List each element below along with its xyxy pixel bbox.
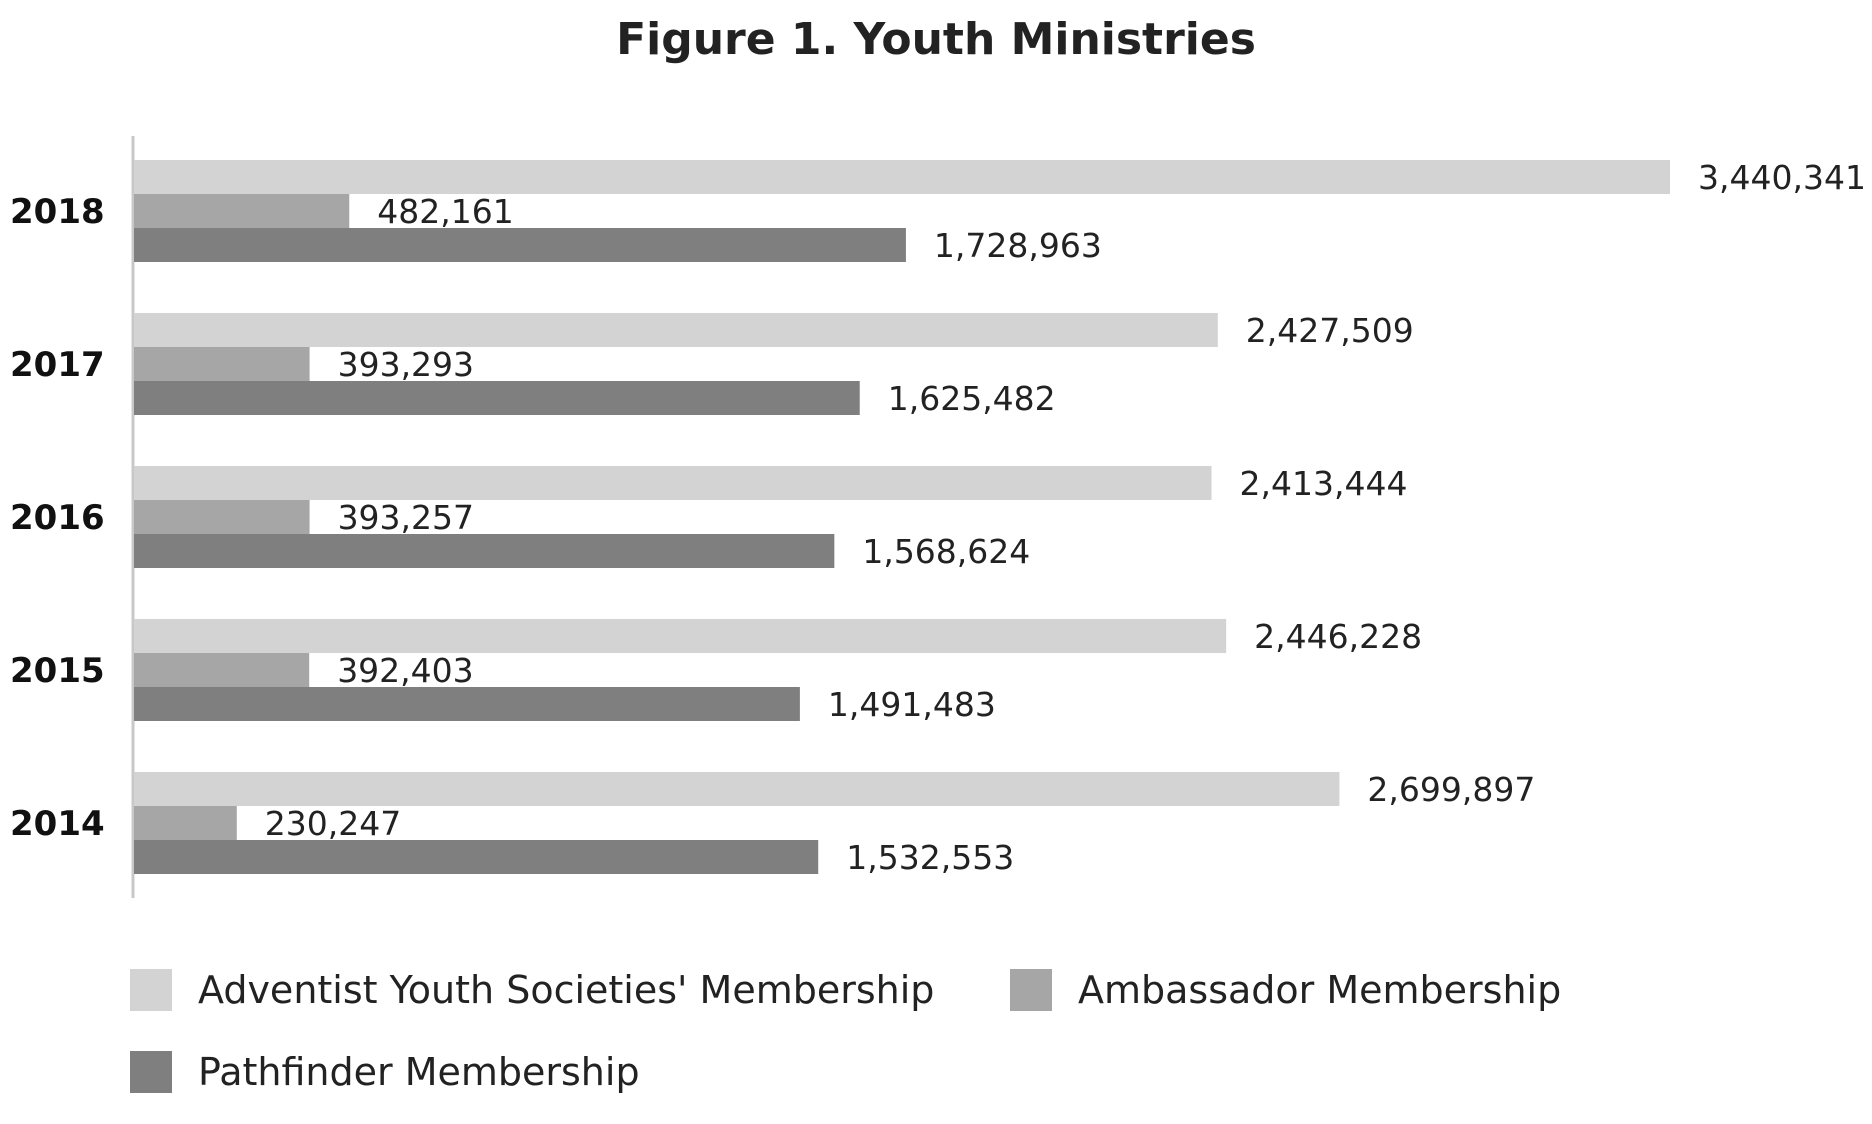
value-label-ays-2016: 2,413,444 <box>1240 464 1408 503</box>
value-label-ambassador-2014: 230,247 <box>265 804 401 843</box>
category-label-2017: 2017 <box>10 345 105 385</box>
category-label-2018: 2018 <box>10 192 105 232</box>
bar-ambassador-2014 <box>134 806 237 840</box>
legend-swatch-ays <box>130 969 172 1011</box>
bar-ambassador-2017 <box>134 347 310 381</box>
bar-ays-2014 <box>134 772 1340 806</box>
legend-label-ambassador: Ambassador Membership <box>1078 968 1562 1012</box>
value-label-ambassador-2018: 482,161 <box>377 192 513 231</box>
legend-label-pathfinder: Pathfinder Membership <box>198 1050 640 1094</box>
bar-pathfinder-2014 <box>134 840 819 874</box>
bar-ambassador-2018 <box>134 194 350 228</box>
chart-title: Figure 1. Youth Ministries <box>616 14 1256 65</box>
bar-ays-2015 <box>134 619 1227 653</box>
value-label-pathfinder-2017: 1,625,482 <box>888 379 1056 418</box>
value-label-ambassador-2017: 393,293 <box>338 345 474 384</box>
value-label-ays-2017: 2,427,509 <box>1246 311 1414 350</box>
bar-pathfinder-2018 <box>134 228 906 262</box>
value-label-ays-2015: 2,446,228 <box>1254 617 1422 656</box>
bar-pathfinder-2016 <box>134 534 835 568</box>
bar-ambassador-2015 <box>134 653 310 687</box>
bar-ays-2018 <box>134 160 1670 194</box>
bar-pathfinder-2017 <box>134 381 860 415</box>
value-label-ambassador-2016: 393,257 <box>338 498 474 537</box>
category-label-2016: 2016 <box>10 498 105 538</box>
value-label-pathfinder-2014: 1,532,553 <box>846 838 1014 877</box>
bar-ays-2016 <box>134 466 1212 500</box>
legend-swatch-pathfinder <box>130 1051 172 1093</box>
category-label-2014: 2014 <box>10 804 105 844</box>
legend-swatch-ambassador <box>1010 969 1052 1011</box>
value-label-ays-2014: 2,699,897 <box>1367 770 1535 809</box>
bar-pathfinder-2015 <box>134 687 800 721</box>
labels-layer: 2018 3,440,341 482,161 1,728,963 2017 2,427,5… <box>10 158 1866 877</box>
value-label-ambassador-2015: 392,403 <box>337 651 473 690</box>
legend-item-pathfinder: Pathfinder Membership <box>130 1050 640 1094</box>
value-label-pathfinder-2016: 1,568,624 <box>862 532 1030 571</box>
bar-ambassador-2016 <box>134 500 310 534</box>
category-label-2015: 2015 <box>10 651 105 691</box>
value-label-ays-2018: 3,440,341 <box>1698 158 1866 197</box>
legend-label-ays: Adventist Youth Societies' Membership <box>198 968 935 1012</box>
legend-item-ambassador: Ambassador Membership <box>1010 968 1561 1012</box>
bar-ays-2017 <box>134 313 1218 347</box>
legend-item-ays: Adventist Youth Societies' Membership <box>130 968 934 1012</box>
value-label-pathfinder-2018: 1,728,963 <box>934 226 1102 265</box>
bars-layer <box>134 160 1670 874</box>
value-label-pathfinder-2015: 1,491,483 <box>828 685 996 724</box>
